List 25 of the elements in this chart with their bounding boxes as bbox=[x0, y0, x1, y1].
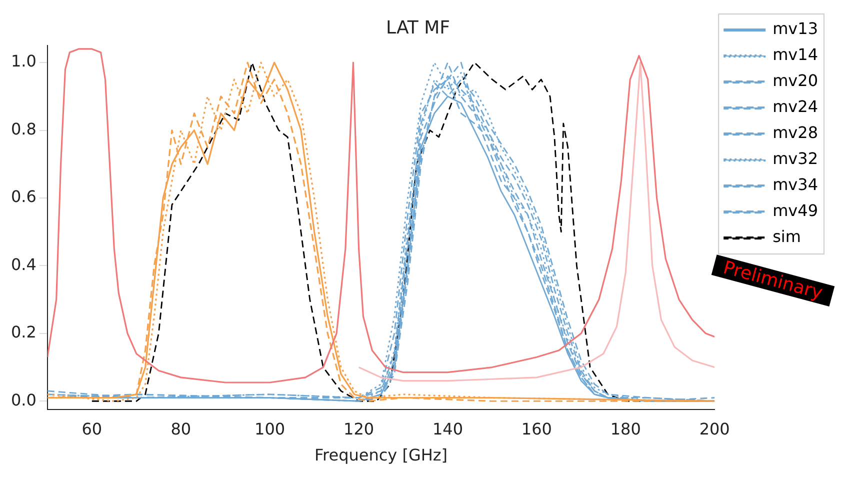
legend-label: mv14 bbox=[772, 45, 818, 64]
x-tick-label: 160 bbox=[521, 419, 552, 438]
legend-label: mv24 bbox=[772, 97, 818, 116]
legend-label: mv49 bbox=[772, 201, 818, 220]
legend-label: mv32 bbox=[772, 149, 818, 168]
x-tick-label: 200 bbox=[699, 419, 730, 438]
chart-title: LAT MF bbox=[386, 17, 450, 38]
y-tick-label: 1.0 bbox=[10, 52, 36, 71]
x-tick-label: 140 bbox=[432, 419, 464, 438]
x-tick-label: 120 bbox=[344, 419, 374, 438]
x-tick-label: 100 bbox=[254, 419, 286, 438]
legend-label: mv13 bbox=[772, 19, 818, 38]
y-tick-label: 0.0 bbox=[10, 390, 36, 410]
x-tick-label: 60 bbox=[82, 419, 102, 438]
legend-label: mv34 bbox=[772, 175, 818, 194]
y-tick-label: 0.2 bbox=[10, 322, 36, 342]
x-tick-label: 80 bbox=[170, 419, 192, 438]
y-tick-label: 0.4 bbox=[10, 254, 36, 274]
x-axis-title: Frequency [GHz] bbox=[314, 446, 448, 465]
y-tick-label: 0.6 bbox=[10, 187, 36, 206]
legend-label: mv28 bbox=[772, 123, 818, 142]
x-tick-label: 180 bbox=[610, 419, 641, 438]
legend-label: sim bbox=[772, 227, 801, 246]
legend-label: mv20 bbox=[772, 71, 818, 90]
y-tick-label: 0.8 bbox=[10, 119, 36, 138]
